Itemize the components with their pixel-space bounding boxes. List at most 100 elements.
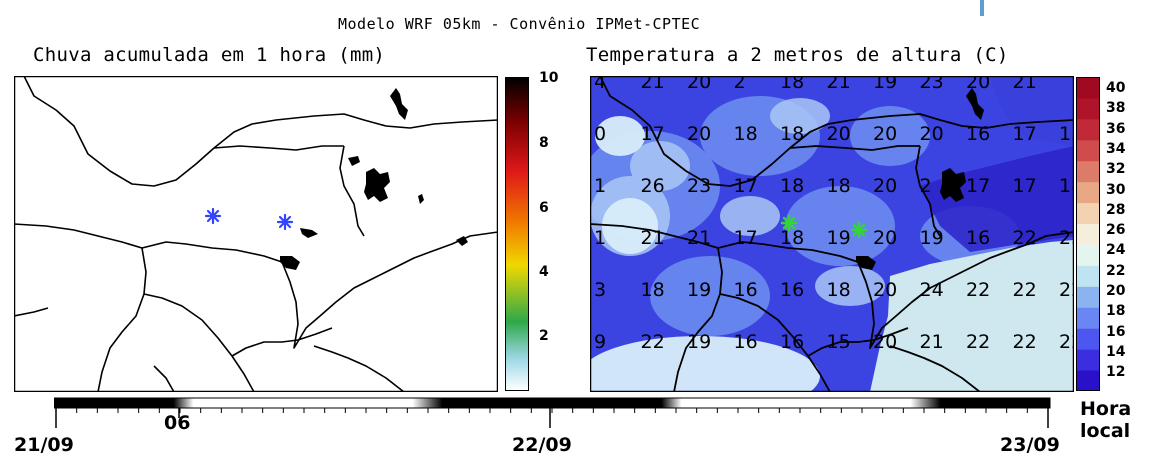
temperature-tick: 36	[1106, 120, 1126, 137]
colorbar-segment	[1076, 328, 1100, 350]
temperature-value: 15	[827, 331, 851, 353]
rain-map	[14, 76, 498, 392]
temperature-value: 1	[594, 227, 606, 249]
temperature-value: 18	[1059, 175, 1074, 197]
city-marker	[780, 214, 798, 232]
temperature-value: 18	[641, 279, 665, 301]
timeline-bar	[54, 397, 1051, 428]
temperature-value: 2	[920, 175, 932, 197]
temperature-value: 17	[1013, 175, 1037, 197]
boundary-line	[313, 345, 405, 392]
temperature-value: 24	[920, 279, 944, 301]
temperature-grid-values: 4212021821192320210172018182020201617151…	[594, 76, 1074, 353]
reservoir	[364, 168, 390, 202]
temperature-value: 21	[641, 76, 665, 93]
timeline-date-end: 23/09	[1000, 434, 1060, 456]
reservoir	[300, 228, 318, 238]
temperature-tick: 32	[1106, 161, 1126, 178]
temperature-value: 17	[966, 175, 990, 197]
temperature-value: 18	[780, 227, 804, 249]
temperature-value: 20	[687, 76, 711, 93]
rain-tick: 2	[539, 328, 549, 344]
boundary-line	[339, 145, 365, 237]
reservoir	[348, 156, 360, 166]
temperature-tick: 18	[1106, 303, 1126, 320]
reservoir	[456, 236, 468, 246]
temperature-value: 22	[1013, 279, 1037, 301]
rain-panel-title: Chuva acumulada em 1 hora (mm)	[33, 44, 386, 66]
timeline-hour-label: 06	[164, 412, 191, 434]
temperature-tick: 20	[1106, 283, 1126, 299]
temperature-value: 0	[594, 123, 606, 145]
boundary-line	[14, 307, 49, 317]
rain-tick: 6	[539, 200, 549, 216]
temperature-value: 23	[920, 76, 944, 93]
temperature-value: 22	[1059, 331, 1074, 353]
city-marker	[204, 207, 222, 225]
timeline-date-start: 21/09	[14, 434, 74, 456]
temperature-value: 22	[966, 331, 990, 353]
temperature-value: 21	[920, 331, 944, 353]
temperature-value: 16	[780, 331, 804, 353]
boundary-line	[857, 231, 1074, 349]
temperature-value: 1	[594, 175, 606, 197]
temperature-tick: 38	[1106, 100, 1126, 117]
boundary-line	[590, 223, 859, 263]
colorbar-segment	[1076, 223, 1100, 245]
rain-tick: 8	[539, 135, 549, 151]
reservoir	[280, 256, 300, 270]
boundary-line	[231, 327, 333, 357]
temperature-tick: 28	[1106, 201, 1126, 218]
temperature-tick: 24	[1106, 242, 1126, 259]
temperature-value: 19	[687, 331, 711, 353]
temperature-value: 18	[827, 279, 851, 301]
colorbar-segment	[1076, 244, 1100, 266]
boundary-line	[807, 327, 909, 357]
temperature-value: 4	[594, 76, 606, 93]
temperature-tick: 34	[1106, 140, 1126, 157]
temperature-value: 20	[873, 175, 897, 197]
temperature-value: 22	[1013, 227, 1037, 249]
temperature-value: 19	[920, 227, 944, 249]
temperature-colorbar	[1076, 77, 1100, 391]
boundary-line	[789, 145, 920, 151]
colorbar-segment	[1076, 181, 1100, 204]
boundary-line	[281, 231, 498, 349]
temperature-value: 19	[687, 279, 711, 301]
temperature-value: 21	[827, 76, 851, 93]
temperature-value: 16	[966, 227, 990, 249]
temperature-tick: 16	[1106, 323, 1126, 340]
colorbar-segment	[1076, 349, 1100, 371]
temperature-value: 2	[734, 76, 746, 93]
temperature-value: 23	[1059, 227, 1074, 249]
temperature-value: 22	[641, 331, 665, 353]
temperature-value: 17	[1013, 123, 1037, 145]
temperature-value: 20	[966, 76, 990, 93]
colorbar-segment	[1076, 370, 1100, 391]
temperature-value: 19	[873, 76, 897, 93]
colorbar-segment	[1076, 97, 1100, 120]
city-marker	[850, 221, 868, 239]
temperature-value: 16	[734, 279, 758, 301]
colorbar-segment	[1076, 139, 1100, 162]
colorbar-segment	[1076, 202, 1100, 225]
boundary-line	[143, 293, 255, 392]
temperature-value: 20	[873, 331, 897, 353]
temperature-value: 18	[780, 175, 804, 197]
rain-tick: 10	[539, 70, 559, 86]
reservoir	[418, 194, 424, 204]
temperature-value: 21	[641, 227, 665, 249]
boundary-line	[719, 293, 831, 392]
temperature-tick: 14	[1106, 343, 1126, 360]
temperature-tick: 12	[1106, 364, 1126, 381]
reservoir	[856, 256, 876, 270]
temperature-value: 20	[920, 123, 944, 145]
colorbar-segment	[1076, 286, 1100, 308]
temperature-tick: 40	[1106, 80, 1126, 96]
rain-colorbar	[505, 77, 529, 391]
temperature-value: 26	[641, 175, 665, 197]
boundary-line	[14, 223, 283, 263]
temperature-value: 3	[594, 279, 606, 301]
temperature-value: 20	[687, 123, 711, 145]
boundary-line	[673, 247, 723, 392]
